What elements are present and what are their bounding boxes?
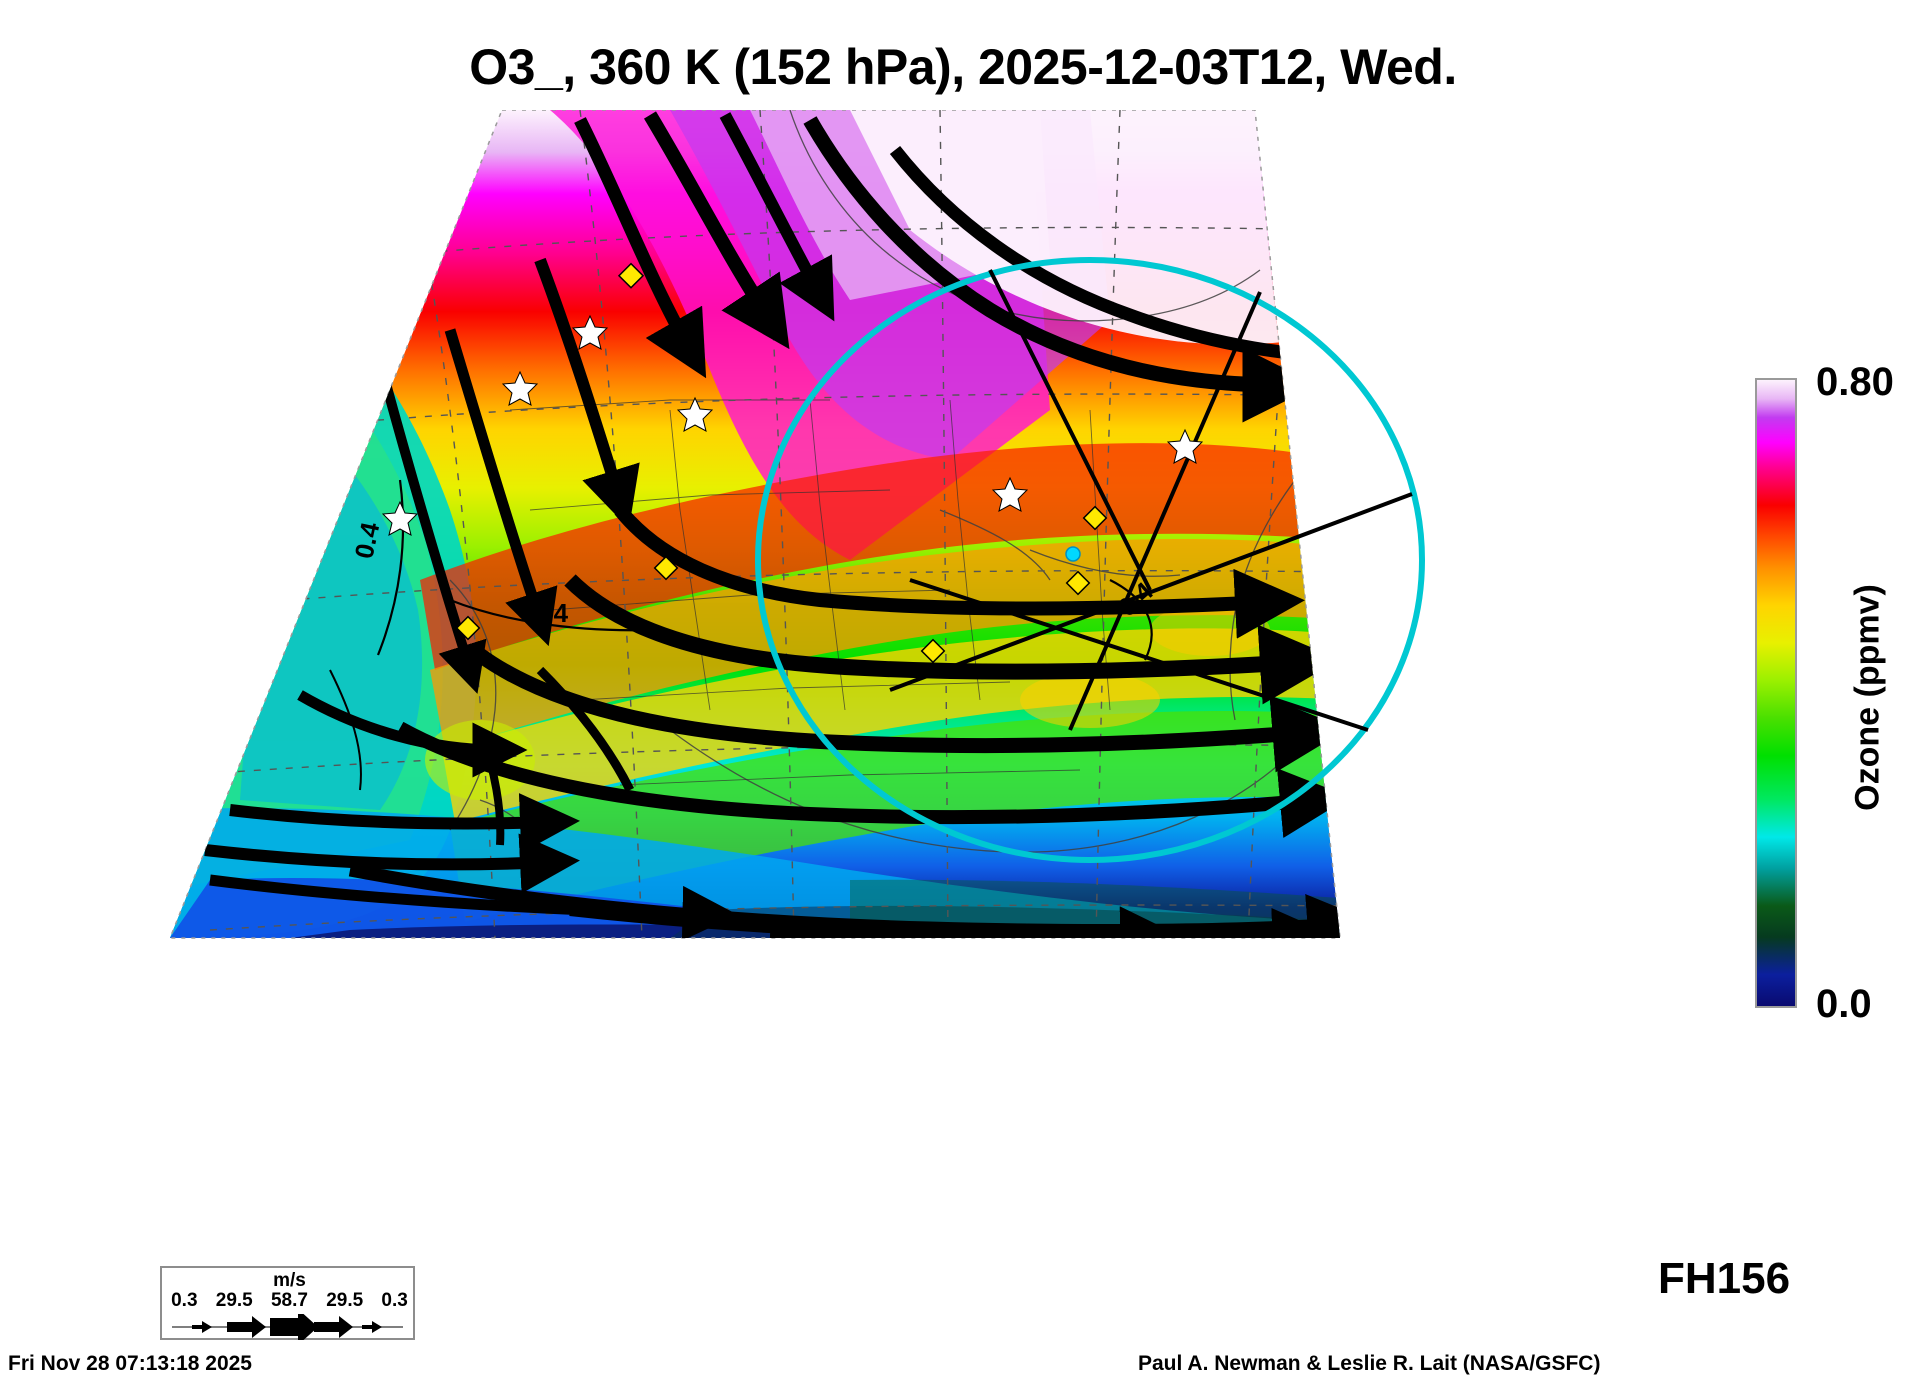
wind-value: 29.5 [215, 1290, 253, 1311]
forecast-hour-label: FH156 [1658, 1254, 1791, 1303]
station-markers[interactable] [381, 262, 1204, 664]
wind-legend-unit-label: m/s [273, 1270, 306, 1291]
wind-value: 29.5 [326, 1290, 364, 1311]
map-frame [168, 110, 1341, 939]
wind-value: 0.3 [381, 1290, 408, 1311]
colorbar: 0.80 0.0 Ozone (ppmv) [1740, 360, 1926, 1026]
contour-label: 0.4 [532, 598, 569, 628]
generation-timestamp: Fri Nov 28 07:13:18 2025 [8, 1352, 252, 1375]
colorbar-min-label: 0.0 [1816, 982, 1872, 1026]
flight-track-lines [889, 269, 1413, 732]
wind-legend-values: 0.3 29.5 58.7 29.5 0.3 [162, 1290, 417, 1312]
colorbar-axis-label: Ozone (ppmv) [1848, 584, 1887, 811]
wind-value: 0.3 [171, 1290, 198, 1311]
page-title: O3_, 360 K (152 hPa), 2025-12-03T12, Wed… [469, 39, 1457, 95]
colorbar-max-label: 0.80 [1816, 360, 1894, 404]
wind-legend-arrow-scale [172, 1314, 403, 1340]
wind-value: 58.7 [270, 1290, 308, 1311]
colorbar-gradient [1755, 378, 1797, 1008]
contour-label: 0.4 [349, 519, 386, 561]
wind-streamlines [204, 111, 1340, 938]
ozone-field-map[interactable]: 0.4 0.4 0.4 [150, 110, 1570, 1150]
author-credit: Paul A. Newman & Leslie R. Lait (NASA/GS… [1138, 1352, 1601, 1375]
wind-speed-legend: m/s 0.3 29.5 58.7 29.5 0.3 [160, 1266, 415, 1340]
map-plot-area[interactable]: 0.4 0.4 0.4 [150, 110, 1570, 1150]
range-ring-overlay [755, 257, 1425, 863]
